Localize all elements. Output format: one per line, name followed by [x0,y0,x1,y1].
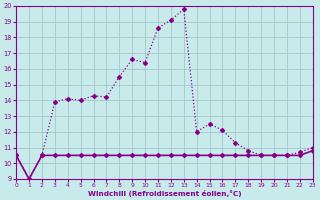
X-axis label: Windchill (Refroidissement éolien,°C): Windchill (Refroidissement éolien,°C) [88,190,241,197]
